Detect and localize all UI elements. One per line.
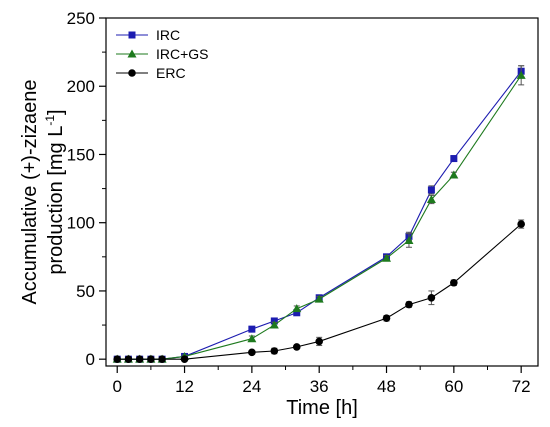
y-tick-label: 200 (67, 77, 95, 96)
data-point (315, 337, 323, 346)
legend: IRC IRC+GS ERC (116, 27, 209, 81)
series-irc-gs (112, 65, 526, 363)
data-point (382, 253, 392, 262)
data-point (517, 220, 525, 228)
y-tick-label: 250 (67, 9, 95, 28)
data-point (135, 355, 144, 363)
data-point (450, 155, 458, 163)
data-point (426, 195, 436, 204)
data-point (180, 355, 189, 363)
data-point (427, 186, 435, 194)
x-tick-label: 72 (512, 377, 531, 396)
data-point (405, 300, 413, 309)
data-point (124, 355, 133, 363)
legend-marker (127, 49, 137, 58)
x-tick-label: 60 (444, 377, 463, 396)
data-point (270, 347, 279, 355)
y-axis-title-line2: production [mg L-1] (43, 109, 67, 274)
y-tick-label: 150 (67, 145, 95, 164)
legend-label: IRC+GS (156, 46, 209, 62)
y-axis-title-main: production [mg L (45, 126, 67, 275)
data-point (516, 70, 526, 79)
legend-entry: IRC+GS (116, 46, 209, 62)
data-point (113, 355, 122, 363)
series-layer (112, 65, 526, 363)
x-tick-label: 36 (310, 377, 329, 396)
y-axis-title-end: ] (45, 109, 67, 115)
y-tick-label: 0 (86, 350, 95, 369)
data-point (404, 235, 414, 244)
data-point (158, 355, 166, 363)
data-point (147, 355, 155, 363)
series-line (117, 70, 522, 360)
legend-entry: ERC (116, 65, 186, 81)
x-axis: 0 12 24 36 48 60 72 (112, 366, 531, 396)
y-axis-title: Accumulative (+)-zizaene production [mg … (19, 79, 67, 304)
data-point (248, 348, 256, 357)
data-point (382, 314, 391, 323)
data-point (293, 309, 301, 317)
x-tick-label: 24 (242, 377, 261, 396)
y-axis: 0 50 100 150 200 250 (67, 9, 106, 369)
y-tick-label: 100 (67, 214, 95, 233)
y-axis-title-line1: Accumulative (+)-zizaene (19, 79, 41, 304)
series-irc (113, 65, 525, 363)
data-point (269, 320, 279, 329)
data-point (247, 334, 257, 343)
y-tick-label: 50 (76, 282, 95, 301)
data-point (449, 170, 459, 179)
data-point (314, 294, 324, 303)
data-point (292, 343, 301, 351)
data-point (248, 325, 256, 333)
data-point (292, 304, 302, 313)
x-tick-label: 48 (377, 377, 396, 396)
series-erc (113, 219, 525, 363)
x-tick-label: 0 (112, 377, 121, 396)
legend-label: IRC (156, 27, 180, 43)
legend-entry: IRC (116, 27, 180, 43)
legend-label: ERC (156, 65, 186, 81)
data-point (427, 293, 436, 302)
legend-marker (128, 69, 136, 77)
data-point (450, 278, 458, 287)
y-axis-title-sup: -1 (43, 115, 57, 126)
plot-frame (105, 17, 539, 367)
x-axis-title: Time [h] (286, 397, 358, 419)
x-tick-label: 12 (175, 377, 194, 396)
legend-marker (128, 31, 136, 39)
series-line (117, 75, 522, 360)
